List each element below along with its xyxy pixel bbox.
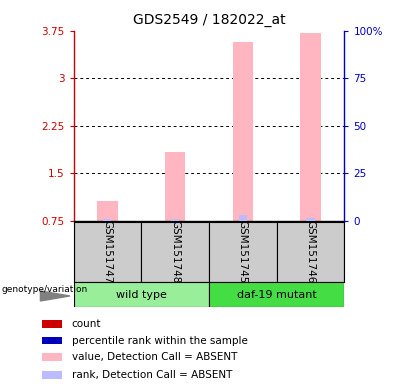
Text: rank, Detection Call = ABSENT: rank, Detection Call = ABSENT	[71, 370, 232, 380]
Bar	[42, 320, 62, 328]
Text: wild type: wild type	[116, 290, 167, 300]
Bar	[209, 282, 344, 307]
Bar	[300, 33, 321, 221]
Bar	[233, 42, 253, 221]
Bar	[42, 337, 62, 344]
Bar	[42, 353, 62, 361]
Bar	[239, 215, 247, 221]
Bar	[141, 222, 209, 282]
Text: percentile rank within the sample: percentile rank within the sample	[71, 336, 247, 346]
Title: GDS2549 / 182022_at: GDS2549 / 182022_at	[133, 13, 285, 27]
Text: count: count	[71, 319, 101, 329]
Text: genotype/variation: genotype/variation	[2, 285, 88, 294]
Text: daf-19 mutant: daf-19 mutant	[237, 290, 317, 300]
Bar	[209, 222, 277, 282]
Bar	[307, 218, 315, 221]
Bar	[171, 218, 179, 221]
Text: GSM151747: GSM151747	[102, 220, 113, 284]
Polygon shape	[40, 291, 70, 301]
Text: value, Detection Call = ABSENT: value, Detection Call = ABSENT	[71, 352, 237, 362]
Bar	[74, 222, 141, 282]
Bar	[42, 371, 62, 379]
Bar	[277, 222, 344, 282]
Bar	[97, 200, 118, 221]
Bar	[74, 282, 209, 307]
Text: GSM151745: GSM151745	[238, 220, 248, 284]
Bar	[103, 218, 111, 221]
Text: GSM151746: GSM151746	[305, 220, 315, 284]
Text: GSM151748: GSM151748	[170, 220, 180, 284]
Bar	[165, 152, 185, 221]
